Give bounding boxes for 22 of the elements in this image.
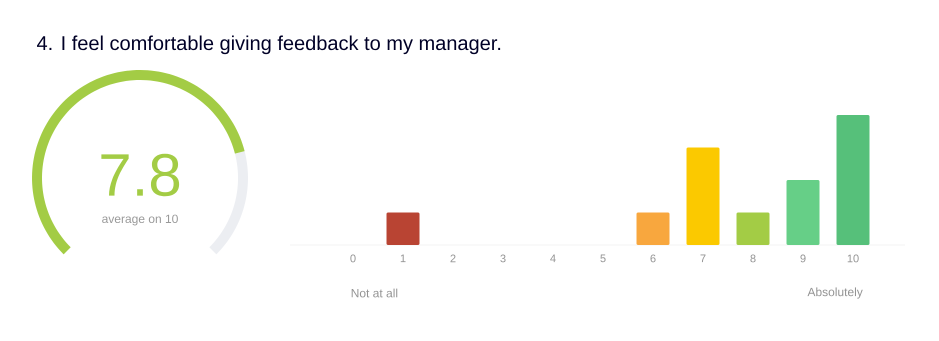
bar [636,212,670,245]
x-tick-label: 6 [650,254,656,262]
x-tick-label: 9 [800,254,806,262]
bar [386,212,420,245]
bar [836,115,870,245]
x-tick-label: 2 [450,254,456,262]
x-tick-label: 7 [700,254,706,262]
x-tick-label: 3 [500,254,506,262]
bar [686,148,720,245]
text: Absolutely [807,287,863,299]
bar [736,212,770,245]
text: 7.8 [101,154,180,196]
chart-title: 4. I feel comfortable giving feedback to my manager. [36,36,500,54]
bar [786,180,820,245]
x-tick-label: 1 [400,254,406,262]
x-tick-label: 8 [750,254,756,262]
x-tick-label: 4 [550,254,556,262]
text: average on 10 [102,214,178,226]
x-tick-label: 10 [848,254,859,262]
text: Not at all [352,288,398,298]
x-tick-label: 0 [350,254,356,262]
x-tick-label: 5 [600,254,606,262]
